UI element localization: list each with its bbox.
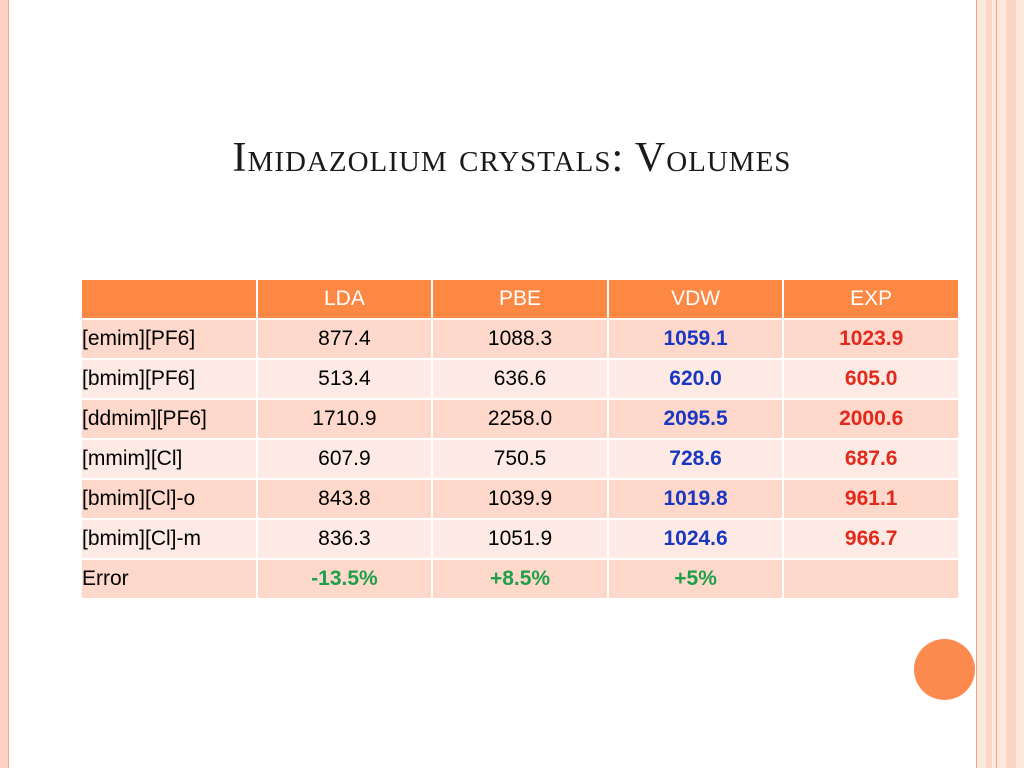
error-row: Error -13.5% +8.5% +5% (80, 558, 960, 600)
lda-value: 607.9 (255, 438, 434, 480)
row-label: [bmim][PF6] (80, 358, 258, 400)
exp-error (782, 558, 960, 600)
exp-value: 2000.6 (782, 398, 960, 440)
row-label: Error (80, 558, 258, 600)
table-header-row: LDA PBE VDW EXP (80, 278, 960, 320)
header-exp: EXP (782, 278, 960, 320)
row-label: [bmim][Cl]-o (80, 478, 258, 520)
exp-value: 1023.9 (782, 318, 960, 360)
header-lda: LDA (255, 278, 434, 320)
lda-value: 836.3 (255, 518, 434, 560)
pbe-value: 2258.0 (431, 398, 609, 440)
right-border-line (976, 0, 977, 768)
exp-value: 605.0 (782, 358, 960, 400)
exp-value: 687.6 (782, 438, 960, 480)
exp-value: 966.7 (782, 518, 960, 560)
right-border-band (976, 0, 1024, 768)
header-vdw: VDW (606, 278, 785, 320)
volumes-table: LDA PBE VDW EXP [emim][PF6] 877.4 1088.3… (80, 278, 960, 600)
lda-value: 877.4 (255, 318, 434, 360)
row-label: [emim][PF6] (80, 318, 258, 360)
lda-value: 513.4 (255, 358, 434, 400)
slide-title: Imidazolium crystals: Volumes (232, 135, 792, 181)
lda-error: -13.5% (255, 558, 434, 600)
lda-value: 1710.9 (255, 398, 434, 440)
decorative-circle (914, 639, 975, 700)
row-label: [ddmim][PF6] (80, 398, 258, 440)
table-row: [bmim][Cl]-o 843.8 1039.9 1019.8 961.1 (80, 478, 960, 520)
row-label: [bmim][Cl]-m (80, 518, 258, 560)
vdw-value: 1019.8 (606, 478, 785, 520)
right-border-stripe (986, 0, 992, 768)
pbe-value: 1039.9 (431, 478, 609, 520)
pbe-error: +8.5% (431, 558, 609, 600)
vdw-value: 1024.6 (606, 518, 785, 560)
vdw-value: 728.6 (606, 438, 785, 480)
exp-value: 961.1 (782, 478, 960, 520)
header-pbe: PBE (431, 278, 609, 320)
table-row: [emim][PF6] 877.4 1088.3 1059.1 1023.9 (80, 318, 960, 360)
table-row: [ddmim][PF6] 1710.9 2258.0 2095.5 2000.6 (80, 398, 960, 440)
pbe-value: 636.6 (431, 358, 609, 400)
left-border-stripe (0, 0, 9, 768)
table-row: [bmim][Cl]-m 836.3 1051.9 1024.6 966.7 (80, 518, 960, 560)
pbe-value: 1088.3 (431, 318, 609, 360)
pbe-value: 750.5 (431, 438, 609, 480)
vdw-error: +5% (606, 558, 785, 600)
vdw-value: 620.0 (606, 358, 785, 400)
pbe-value: 1051.9 (431, 518, 609, 560)
right-border-stripe (1006, 0, 1016, 768)
header-empty (80, 278, 258, 320)
table-row: [bmim][PF6] 513.4 636.6 620.0 605.0 (80, 358, 960, 400)
vdw-value: 1059.1 (606, 318, 785, 360)
lda-value: 843.8 (255, 478, 434, 520)
row-label: [mmim][Cl] (80, 438, 258, 480)
vdw-value: 2095.5 (606, 398, 785, 440)
table-row: [mmim][Cl] 607.9 750.5 728.6 687.6 (80, 438, 960, 480)
right-border-line (996, 0, 997, 768)
